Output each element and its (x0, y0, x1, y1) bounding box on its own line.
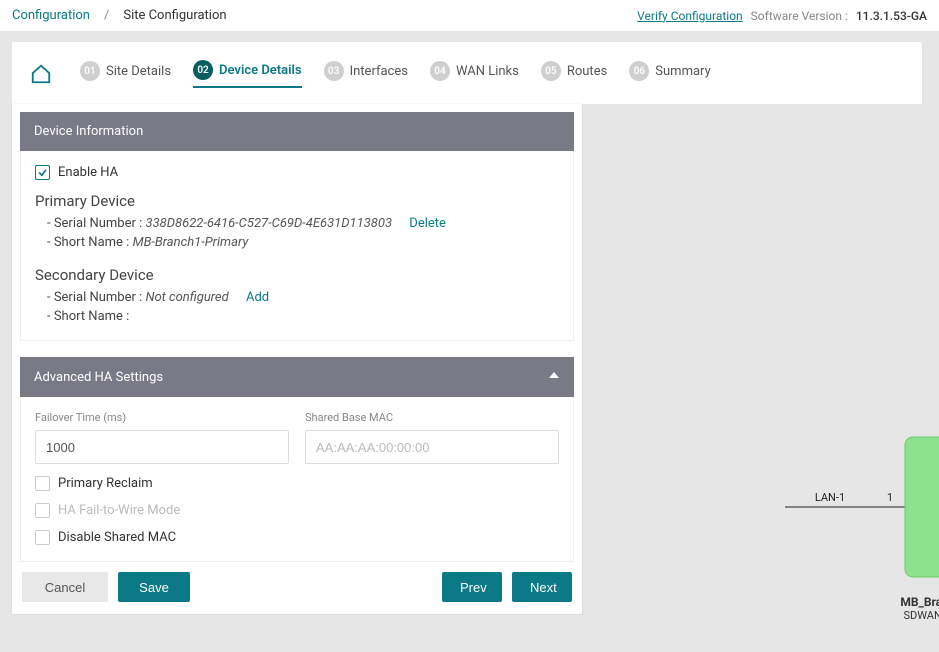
device-box (905, 437, 939, 577)
failover-time-input[interactable] (35, 430, 289, 464)
wizard-step-routes[interactable]: 05 Routes (541, 61, 607, 87)
advanced-ha-header[interactable]: Advanced HA Settings (20, 357, 574, 397)
wizard-step-badge: 06 (629, 61, 649, 81)
cancel-button[interactable]: Cancel (22, 572, 108, 602)
wizard-step-label: Summary (655, 64, 710, 79)
wizard-step-device-details[interactable]: 02 Device Details (193, 60, 302, 88)
wizard-step-label: Site Details (106, 64, 171, 79)
software-version-value: 11.3.1.53-GA (856, 9, 927, 23)
wizard-step-badge: 01 (80, 61, 100, 81)
wizard-step-site-details[interactable]: 01 Site Details (80, 61, 171, 87)
breadcrumb: Configuration / Site Configuration (12, 8, 227, 23)
secondary-shortname-label: - Short Name : (47, 309, 129, 324)
enable-ha-checkbox[interactable] (35, 165, 50, 180)
collapse-caret-icon[interactable] (548, 369, 560, 385)
disable-shared-mac-checkbox[interactable] (35, 530, 50, 545)
failover-time-label: Failover Time (ms) (35, 411, 289, 424)
fail-to-wire-checkbox (35, 503, 50, 518)
primary-device-title: Primary Device (35, 192, 559, 210)
wizard-step-badge: 04 (430, 61, 450, 81)
lan-port: 1 (886, 491, 892, 504)
breadcrumb-separator: / (104, 8, 109, 23)
primary-serial-delete-link[interactable]: Delete (409, 216, 446, 231)
fail-to-wire-label: HA Fail-to-Wire Mode (58, 503, 180, 518)
home-icon[interactable] (30, 63, 52, 85)
prev-button[interactable]: Prev (442, 572, 502, 602)
primary-shortname-label: - Short Name : (47, 235, 129, 250)
save-button[interactable]: Save (118, 572, 190, 602)
breadcrumb-root[interactable]: Configuration (12, 8, 90, 23)
secondary-device-title: Secondary Device (35, 266, 559, 284)
wizard-step-label: Routes (567, 64, 607, 79)
device-information-header: Device Information (20, 112, 574, 151)
wizard-step-label: Interfaces (350, 64, 408, 79)
wizard-tabs: 01 Site Details 02 Device Details 03 Int… (12, 42, 922, 104)
wizard-step-label: WAN Links (456, 64, 519, 79)
wizard-step-badge: 02 (193, 60, 213, 80)
diagram-device-type: SDWAN-VPX (775, 609, 939, 622)
primary-reclaim-checkbox[interactable] (35, 476, 50, 491)
secondary-serial-add-link[interactable]: Add (246, 290, 269, 305)
shared-mac-label: Shared Base MAC (305, 411, 559, 424)
wizard-step-interfaces[interactable]: 03 Interfaces (324, 61, 408, 87)
shared-mac-input[interactable] (305, 430, 559, 464)
wizard-step-wan-links[interactable]: 04 WAN Links (430, 61, 519, 87)
disable-shared-mac-label: Disable Shared MAC (58, 530, 176, 545)
wizard-step-badge: 05 (541, 61, 561, 81)
wizard-step-label: Device Details (219, 63, 302, 78)
wizard-step-badge: 03 (324, 61, 344, 81)
secondary-serial-value: Not configured (146, 290, 229, 305)
verify-configuration-link[interactable]: Verify Configuration (637, 9, 743, 23)
primary-serial-label: - Serial Number : (47, 216, 142, 231)
next-button[interactable]: Next (512, 572, 572, 602)
diagram-device-name: MB_Branch1 (775, 595, 939, 609)
wizard-step-summary[interactable]: 06 Summary (629, 61, 710, 87)
primary-reclaim-label: Primary Reclaim (58, 476, 153, 491)
lan-label: LAN-1 (814, 491, 844, 504)
network-diagram: LAN-1 1 WAN-1 2 Broadband-Verizon MB_Bra… (775, 427, 939, 622)
primary-shortname-value: MB-Branch1-Primary (133, 235, 249, 250)
enable-ha-label: Enable HA (58, 165, 118, 180)
secondary-serial-label: - Serial Number : (47, 290, 142, 305)
breadcrumb-current: Site Configuration (123, 8, 226, 23)
primary-serial-value: 338D8622-6416-C527-C69D-4E631D113803 (146, 216, 393, 231)
software-version-label: Software Version : (751, 9, 848, 23)
